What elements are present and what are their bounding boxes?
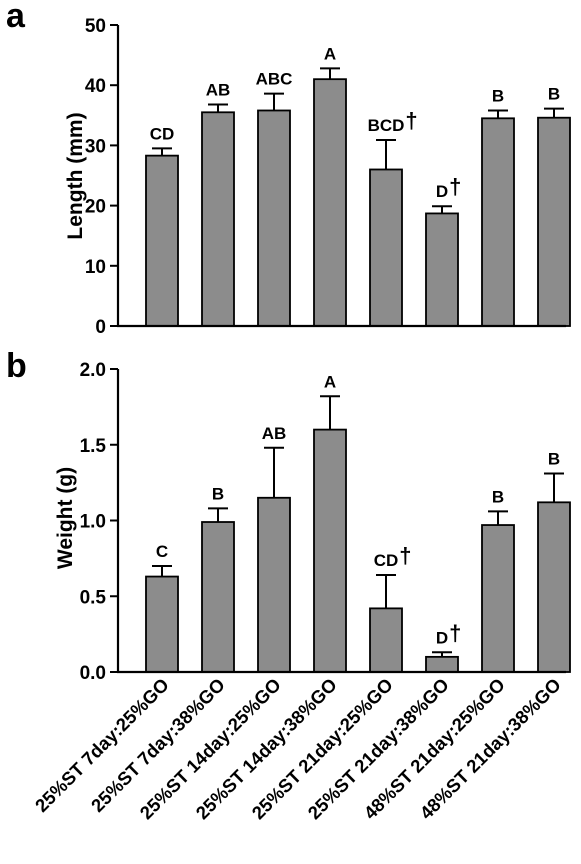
panel-a-letter: a [6, 0, 26, 35]
panel-b-dagger-mark: † [399, 543, 411, 568]
panel-a-bar [313, 78, 347, 327]
panel-b-y-tick-label: 0.0 [80, 663, 106, 684]
panel-a-bar [201, 111, 235, 327]
panel-b-bar [201, 521, 235, 673]
panel-a-bar [537, 116, 571, 327]
panel-b-y-axis-title: Weight (g) [54, 467, 77, 569]
panel-b-y-tick-label: 1.0 [80, 512, 106, 533]
panel-b-bar [369, 607, 403, 673]
panel-b-significance-label: B [492, 487, 504, 506]
panel-a-bar [425, 212, 459, 327]
panel-a-bar [257, 109, 291, 327]
panel-b-significance-label: B [548, 450, 560, 469]
panel-b-letter: b [6, 347, 27, 385]
panel-b-significance-label: C [156, 542, 168, 561]
panel-b-y-tick-label: 1.5 [80, 436, 107, 457]
panel-a-y-axis-title: Length (mm) [64, 112, 87, 239]
panel-b-dagger-mark: † [449, 620, 461, 645]
panel-a-y-tick-label: 40 [85, 76, 106, 97]
panel-a-dagger-mark: † [405, 108, 417, 133]
panel-b-bar [425, 655, 459, 673]
panel-a-bar [369, 168, 403, 327]
panel-a-bar [481, 117, 515, 327]
panel-a-significance-label: ABC [256, 70, 293, 89]
panel-a-y-tick-label: 10 [85, 257, 106, 278]
panel-a-significance-label: A [324, 44, 336, 63]
panel-a-significance-label: CD [150, 124, 175, 143]
panel-a-dagger-mark: † [449, 174, 461, 199]
panel-b-y-tick-label: 0.5 [80, 587, 107, 608]
panel-a-y-tick-label: 0 [95, 317, 106, 338]
panel-b-significance-label: CD [374, 551, 399, 570]
panel-b-significance-label: AB [262, 424, 287, 443]
panel-b-significance-label: B [212, 484, 224, 503]
panel-a-significance-label: B [548, 85, 560, 104]
panel-a-bar [145, 154, 179, 327]
panel-a-y-tick-label: 30 [85, 136, 106, 157]
panel-a-significance-label: B [492, 86, 504, 105]
panel-b-y-tick-label: 2.0 [80, 360, 106, 381]
panel-b-significance-label: A [324, 372, 336, 391]
panel-b-bar [313, 428, 347, 673]
panel-b-bar [145, 575, 179, 673]
panel-b-bar [257, 496, 291, 673]
panel-a-y-tick-label: 50 [85, 16, 106, 37]
panel-b-significance-label: D [436, 628, 448, 647]
panel-a-significance-label: D [436, 182, 448, 201]
panel-a-significance-label: BCD [368, 116, 405, 135]
panel-b-bar [537, 501, 571, 673]
panel-a-significance-label: AB [206, 80, 231, 99]
panel-b-bar [481, 524, 515, 673]
panel-a-y-tick-label: 20 [85, 197, 106, 218]
